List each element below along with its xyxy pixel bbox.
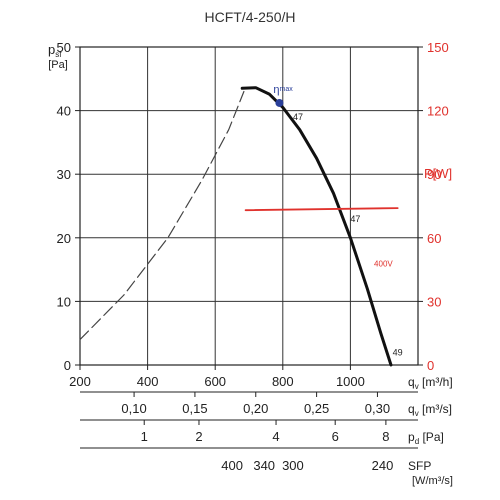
secondary-scale-tick-label: 2 (195, 429, 202, 444)
secondary-scale-tick-label: 0,30 (365, 401, 390, 416)
y-axis-unit-left: [Pa] (48, 59, 68, 71)
chart-title: HCFT/4-250/H (204, 9, 295, 25)
series-line-1 (79, 90, 245, 341)
secondary-scale-tick-label: 400 (221, 458, 243, 473)
secondary-scale-tick-label: 0,15 (182, 401, 207, 416)
y-tick-label-left: 30 (57, 167, 71, 182)
y-tick-label-left: 50 (57, 40, 71, 55)
y-axis-label-right: P[W] (424, 166, 452, 181)
secondary-scale-unit: [W/m³/s] (412, 475, 453, 487)
x-tick-label: 800 (272, 374, 294, 389)
x-tick-label: 1000 (336, 374, 365, 389)
secondary-scale-label: SFP (408, 459, 431, 473)
annotation-label: 400V (374, 259, 393, 268)
x-tick-label: 200 (69, 374, 91, 389)
secondary-scale-tick-label: 0,10 (121, 401, 146, 416)
series-line-3 (244, 207, 399, 212)
y-tick-label-right: 90 (427, 167, 441, 182)
annotation-label: 49 (393, 347, 403, 357)
x-tick-label: 600 (204, 374, 226, 389)
secondary-scale-tick-label: 1 (141, 429, 148, 444)
y-tick-label-right: 30 (427, 294, 441, 309)
secondary-scale-tick-label: 4 (272, 429, 279, 444)
secondary-scale-tick-label: 240 (372, 458, 394, 473)
x-tick-label: 400 (137, 374, 159, 389)
secondary-scale-tick-label: 340 (253, 458, 275, 473)
annotation-label: 47 (350, 214, 360, 224)
secondary-scale-label: qv [m³/s] (408, 402, 452, 418)
y-tick-label-left: 40 (57, 104, 71, 119)
y-tick-label-right: 120 (427, 104, 449, 119)
secondary-scale-tick-label: 6 (332, 429, 339, 444)
y-tick-label-left: 10 (57, 294, 71, 309)
x-axis-label: qv [m³/h] (408, 375, 453, 391)
secondary-scale-tick-label: 8 (382, 429, 389, 444)
secondary-scale-label: pd [Pa] (408, 430, 444, 446)
series-line-2 (240, 86, 393, 367)
annotation-label: ηmax (273, 84, 293, 96)
y-tick-label-left: 20 (57, 231, 71, 246)
eta-max-marker (275, 98, 284, 107)
secondary-scale-tick-label: 0,20 (243, 401, 268, 416)
y-tick-label-right: 150 (427, 40, 449, 55)
plot-frame (79, 46, 419, 366)
secondary-scale-tick-label: 0,25 (304, 401, 329, 416)
y-tick-label-left: 0 (64, 358, 71, 373)
y-tick-label-right: 0 (427, 358, 434, 373)
annotation-label: 47 (293, 112, 303, 122)
secondary-scale-tick-label: 300 (282, 458, 304, 473)
y-tick-label-right: 60 (427, 231, 441, 246)
